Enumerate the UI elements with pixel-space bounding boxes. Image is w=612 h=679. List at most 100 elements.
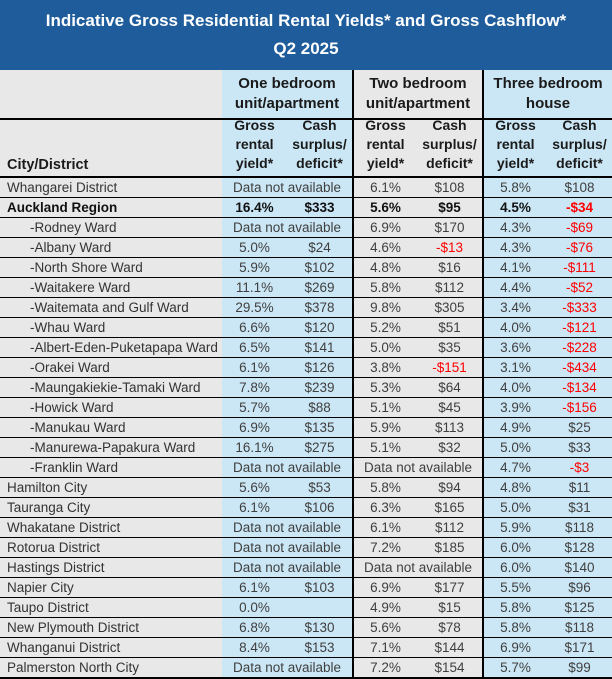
table-row: -Whau Ward 6.6% $120 5.2% $51 4.0% -$121 <box>0 318 612 338</box>
yield-cell: 5.3% <box>352 378 417 397</box>
na-cell: Data not available <box>222 538 352 557</box>
cash-cell: -$156 <box>547 398 612 417</box>
yield-cell: 4.0% <box>482 378 547 397</box>
column-header-row: City/District Gross rental yield* Cash surp… <box>0 120 612 178</box>
table-row: Whakatane District Data not available 6.1… <box>0 518 612 538</box>
cash-cell: $275 <box>287 438 352 457</box>
table-row: New Plymouth District 6.8% $130 5.6% $78 5.8… <box>0 618 612 638</box>
cash-cell: $113 <box>417 418 482 437</box>
city-cell: Auckland Region <box>0 198 222 217</box>
cash-cell: $141 <box>287 338 352 357</box>
yield-cell: 7.2% <box>352 538 417 557</box>
table-row: -Rodney Ward Data not available 6.9% $170 4… <box>0 218 612 238</box>
cash-cell: -$69 <box>547 218 612 237</box>
yield-cell: 4.8% <box>352 258 417 277</box>
cash-cell: $25 <box>547 418 612 437</box>
na-cell: Data not available <box>352 458 482 477</box>
yield-cell: 3.8% <box>352 358 417 377</box>
yield-cell: 5.0% <box>352 338 417 357</box>
city-cell: -Howick Ward <box>0 398 222 417</box>
yield-cell: 6.1% <box>222 578 287 597</box>
yield-cell: 9.8% <box>352 298 417 317</box>
group-header-three-bedroom: Three bedroom house <box>482 70 612 118</box>
city-cell: Whangarei District <box>0 178 222 197</box>
cash-cell: $140 <box>547 558 612 577</box>
cash-cell: $32 <box>417 438 482 457</box>
cash-cell: $99 <box>547 658 612 677</box>
cash-cell: $33 <box>547 438 612 457</box>
yield-header-two: Gross rental yield* <box>352 120 417 176</box>
yield-cell: 5.6% <box>352 198 417 217</box>
table-row: Whanganui District 8.4% $153 7.1% $144 6.9% $… <box>0 638 612 658</box>
cash-header-two: Cash surplus/deficit* <box>417 120 482 176</box>
cash-cell: $128 <box>547 538 612 557</box>
city-cell: -Waitemata and Gulf Ward <box>0 298 222 317</box>
yield-cell: 5.8% <box>482 618 547 637</box>
cash-cell: $269 <box>287 278 352 297</box>
group-header-one-bedroom: One bedroom unit/apartment <box>222 70 352 118</box>
cash-cell: $78 <box>417 618 482 637</box>
yield-cell: 6.1% <box>352 178 417 197</box>
table-row: Taupo District 0.0% 4.9% $15 5.8% $125 <box>0 598 612 618</box>
table-row: -Franklin Ward Data not available Data no… <box>0 458 612 478</box>
yield-header-one: Gross rental yield* <box>222 120 287 176</box>
na-cell: Data not available <box>222 658 352 677</box>
cash-cell: $154 <box>417 658 482 677</box>
cash-cell: -$3 <box>547 458 612 477</box>
yield-cell: 4.4% <box>482 278 547 297</box>
cash-cell: $102 <box>287 258 352 277</box>
city-cell: Taupo District <box>0 598 222 617</box>
cash-cell: $108 <box>417 178 482 197</box>
table-row: Hastings District Data not available Data… <box>0 558 612 578</box>
yield-cell: 4.8% <box>482 478 547 497</box>
yield-cell: 6.0% <box>482 558 547 577</box>
city-cell: -Orakei Ward <box>0 358 222 377</box>
city-cell: Tauranga City <box>0 498 222 517</box>
table-row: Palmerston North City Data not available… <box>0 658 612 678</box>
cash-cell: -$134 <box>547 378 612 397</box>
yield-cell: 5.2% <box>352 318 417 337</box>
table-row: Tauranga City 6.1% $106 6.3% $165 5.0% $31 <box>0 498 612 518</box>
cash-cell: $24 <box>287 238 352 257</box>
yield-cell: 16.4% <box>222 198 287 217</box>
yield-cell: 6.5% <box>222 338 287 357</box>
yield-cell: 5.8% <box>482 178 547 197</box>
yield-cell: 5.9% <box>222 258 287 277</box>
yield-cell: 5.8% <box>482 598 547 617</box>
yield-cell: 6.9% <box>482 638 547 657</box>
yield-cell: 29.5% <box>222 298 287 317</box>
cash-cell: -$333 <box>547 298 612 317</box>
cash-cell: $153 <box>287 638 352 657</box>
yield-cell: 6.1% <box>222 498 287 517</box>
cash-cell: $103 <box>287 578 352 597</box>
cash-cell: $106 <box>287 498 352 517</box>
table-row: -Albert-Eden-Puketapapa Ward 6.5% $141 5.0… <box>0 338 612 358</box>
cash-cell: $11 <box>547 478 612 497</box>
table-row: -Waitemata and Gulf Ward 29.5% $378 9.8% $3… <box>0 298 612 318</box>
table-row: -Manukau Ward 6.9% $135 5.9% $113 4.9% $25 <box>0 418 612 438</box>
city-cell: Rotorua District <box>0 538 222 557</box>
table-row: -Waitakere Ward 11.1% $269 5.8% $112 4.4% -$5… <box>0 278 612 298</box>
yield-cell: 6.3% <box>352 498 417 517</box>
yield-cell: 5.8% <box>352 478 417 497</box>
table-title: Indicative Gross Residential Rental Yiel… <box>0 0 612 70</box>
yield-cell: 5.0% <box>482 498 547 517</box>
table-row: -Maungakiekie-Tamaki Ward 7.8% $239 5.3% $6… <box>0 378 612 398</box>
yield-cell: 5.8% <box>352 278 417 297</box>
yield-cell: 4.7% <box>482 458 547 477</box>
yield-cell: 5.0% <box>482 438 547 457</box>
yield-cell: 5.1% <box>352 438 417 457</box>
yield-cell: 7.1% <box>352 638 417 657</box>
cash-cell: $135 <box>287 418 352 437</box>
cash-cell: $96 <box>547 578 612 597</box>
city-cell: -Rodney Ward <box>0 218 222 237</box>
yield-cell: 4.0% <box>482 318 547 337</box>
cash-cell: $112 <box>417 518 482 537</box>
city-cell: Napier City <box>0 578 222 597</box>
city-cell: -Manurewa-Papakura Ward <box>0 438 222 457</box>
cash-cell: $120 <box>287 318 352 337</box>
cash-cell: $305 <box>417 298 482 317</box>
yield-cell: 5.9% <box>482 518 547 537</box>
cash-cell: $35 <box>417 338 482 357</box>
cash-cell: -$13 <box>417 238 482 257</box>
